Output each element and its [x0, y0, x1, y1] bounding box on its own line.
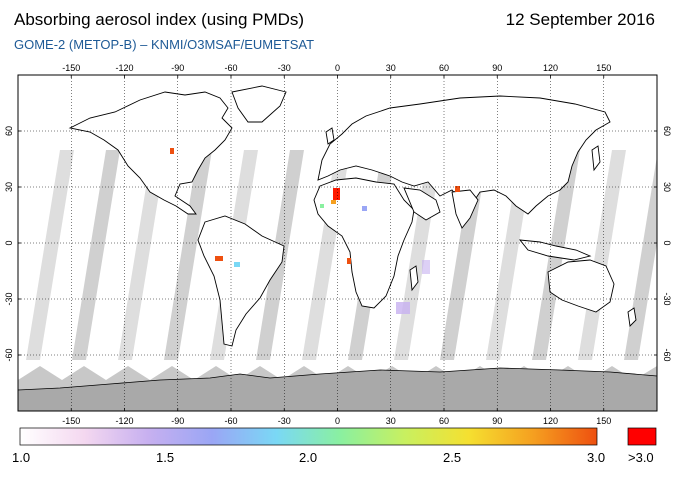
lon-tick-top: -150	[62, 63, 80, 73]
map-date: 12 September 2016	[505, 10, 655, 29]
lat-tick-right: 0	[662, 240, 672, 245]
lon-tick-top: -90	[171, 63, 184, 73]
lon-tick-bottom: 120	[543, 416, 558, 426]
aerosol-plumes	[170, 148, 460, 314]
lat-tick-right: -30	[662, 292, 672, 305]
lon-tick-bottom: -60	[224, 416, 237, 426]
plume-north-america	[170, 148, 174, 154]
colorbar-label-2: 1.5	[156, 450, 175, 465]
madagascar	[409, 265, 419, 292]
swath-gap	[26, 150, 74, 360]
india	[451, 189, 479, 229]
continents	[68, 85, 637, 347]
lon-tick-bottom: 150	[596, 416, 611, 426]
lat-tick-left: 30	[4, 182, 14, 192]
map-title: Absorbing aerosol index (using PMDs)	[14, 10, 305, 29]
lon-tick-bottom: 30	[386, 416, 396, 426]
lon-tick-bottom: -30	[278, 416, 291, 426]
greenland	[231, 85, 287, 123]
plume-sahara	[333, 188, 340, 200]
plume-indian-ocean	[422, 260, 430, 274]
swath-gap	[118, 150, 166, 360]
plume-central-africa	[347, 258, 351, 264]
plume-sahara-edge	[331, 200, 336, 204]
colorbar-label-5: 3.0	[587, 450, 606, 465]
plume-pakistan	[455, 186, 460, 192]
indonesia	[518, 239, 592, 261]
lon-tick-top: 30	[386, 63, 396, 73]
north-america	[68, 91, 233, 215]
map-body	[18, 75, 657, 411]
colorbar-gradient	[19, 427, 598, 446]
plume-sudan	[362, 206, 367, 211]
lon-tick-bottom: 0	[335, 416, 340, 426]
arabian-peninsula	[403, 187, 441, 221]
lat-tick-right: -60	[662, 348, 672, 361]
japan	[591, 145, 601, 172]
lat-tick-left: -60	[4, 348, 14, 361]
lon-tick-bottom: 90	[492, 416, 502, 426]
plume-south-atlantic	[396, 302, 410, 314]
swath-gap	[164, 150, 212, 360]
plume-brazil	[234, 262, 240, 267]
colorbar-label-4: 2.5	[443, 450, 462, 465]
plume-amazon	[215, 256, 223, 261]
lat-tick-left: 60	[4, 126, 14, 136]
europe-asia	[317, 95, 611, 215]
lon-tick-top: 60	[439, 63, 449, 73]
lon-tick-top: 120	[543, 63, 558, 73]
south-america	[197, 215, 285, 347]
lon-tick-top: 0	[335, 63, 340, 73]
lon-tick-bottom: -120	[115, 416, 133, 426]
swath-gap	[72, 150, 120, 360]
lon-tick-top: 90	[492, 63, 502, 73]
lat-tick-left: 0	[4, 240, 14, 245]
uk	[325, 127, 335, 145]
lon-tick-top: -120	[115, 63, 133, 73]
lon-tick-bottom: -150	[62, 416, 80, 426]
new-zealand	[627, 307, 637, 327]
axis-ticks: -150 -150 -120 -120 -90 -90 -60 -60 -30 -30 0 0 30 30…	[4, 63, 672, 426]
lat-tick-right: 30	[662, 182, 672, 192]
lon-tick-bottom: -90	[171, 416, 184, 426]
graticule	[18, 75, 657, 411]
lon-tick-bottom: 60	[439, 416, 449, 426]
plume-west-africa	[320, 204, 324, 208]
colorbar-label-3: 2.0	[299, 450, 318, 465]
lon-tick-top: 150	[596, 63, 611, 73]
instrument-label: GOME-2 (METOP-B)	[14, 37, 137, 52]
map-subtitle: GOME-2 (METOP-B) – KNMI/O3MSAF/EUMETSAT	[14, 37, 314, 52]
lat-tick-right: 60	[662, 126, 672, 136]
colorbar-label-1: 1.0	[12, 450, 31, 465]
colorbar-overflow-swatch	[627, 427, 657, 446]
source-label: KNMI/O3MSAF/EUMETSAT	[151, 37, 315, 52]
colorbar-overflow-label: >3.0	[628, 450, 654, 465]
subtitle-separator: –	[136, 37, 152, 52]
lon-tick-top: -30	[278, 63, 291, 73]
lon-tick-top: -60	[224, 63, 237, 73]
lat-tick-left: -30	[4, 292, 14, 305]
